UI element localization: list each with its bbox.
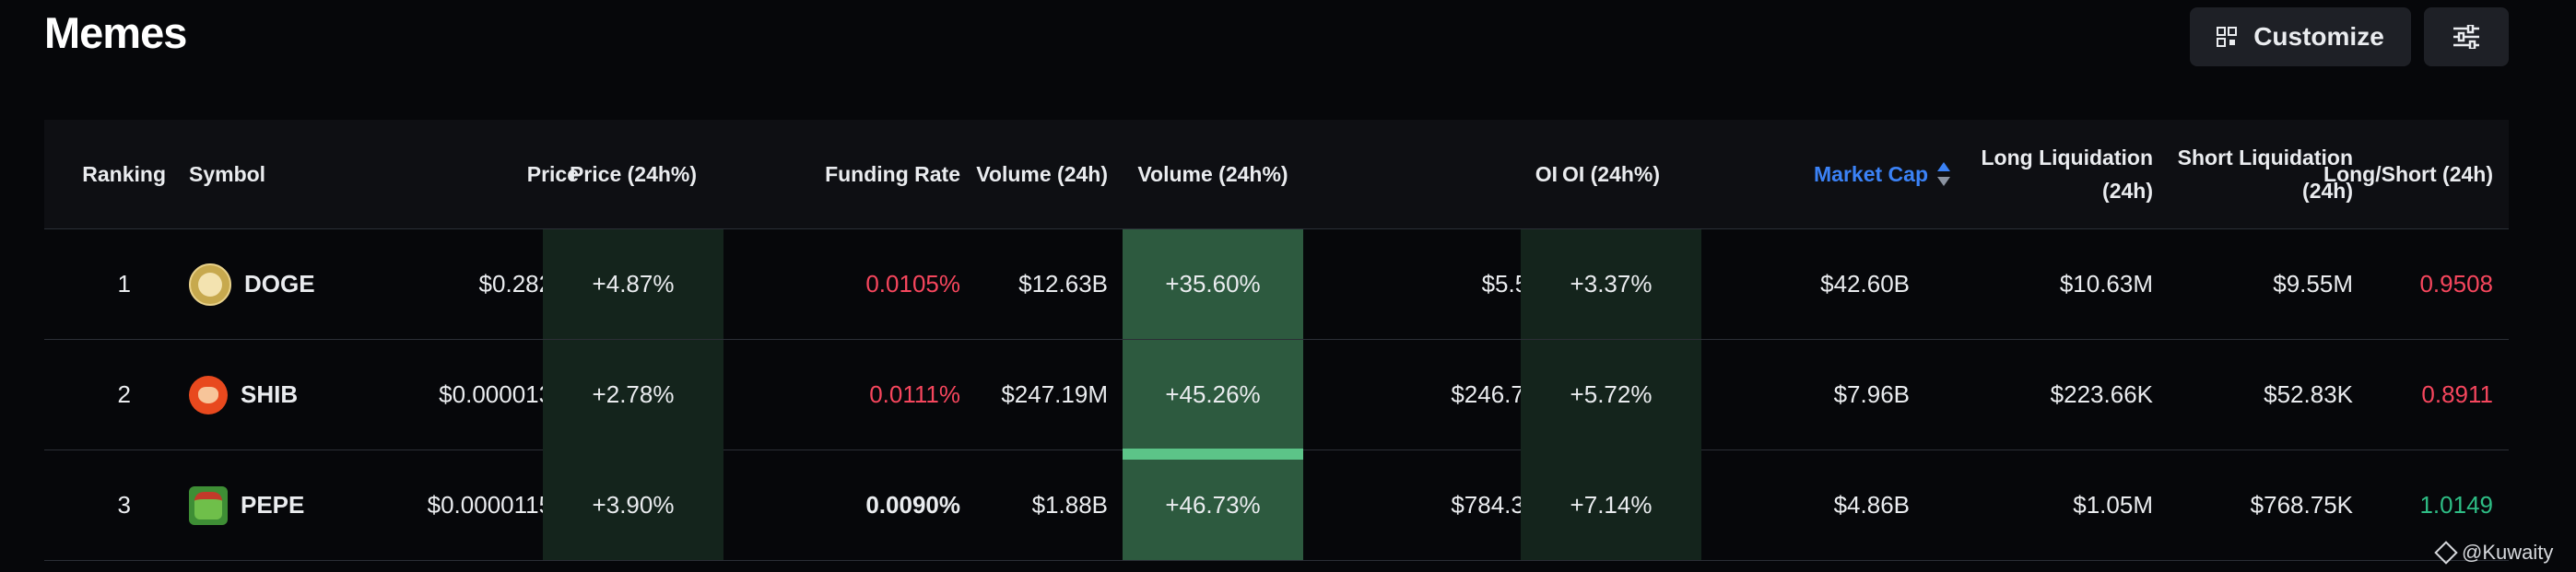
table-header: Ranking Symbol Price Price (24h%) Fundin…: [44, 120, 2509, 229]
symbol-cell[interactable]: SHIB: [189, 340, 373, 449]
volume-pct: +35.60%: [1123, 229, 1303, 339]
long-short: 1.0149: [2419, 491, 2493, 519]
header-volume-24h-pct[interactable]: Volume (24h%): [1137, 162, 1288, 186]
oi-24h: +5.72%: [1521, 340, 1701, 449]
symbol-cell[interactable]: DOGE: [189, 229, 373, 339]
short-liq-line2: (24h): [2302, 179, 2353, 203]
long-liq-line2: (24h): [2102, 179, 2153, 203]
oi-24h: +3.37%: [1521, 229, 1701, 339]
rank: 1: [117, 270, 131, 298]
header-volume-24h[interactable]: Volume (24h): [976, 162, 1108, 186]
header-funding-rate[interactable]: Funding Rate: [825, 162, 960, 186]
header-price-24h[interactable]: Price (24h%): [569, 162, 698, 186]
header-long-liquidation[interactable]: Long Liquidation (24h): [1948, 120, 2153, 228]
volume: $12.63B: [1018, 270, 1108, 298]
oi: $246.74M: [1451, 380, 1558, 408]
price-24h: +2.78%: [543, 340, 723, 449]
header-oi[interactable]: OI: [1535, 162, 1558, 186]
symbol: DOGE: [244, 270, 315, 298]
short-liquidation: $9.55M: [2273, 270, 2353, 298]
rank: 2: [117, 380, 131, 408]
pepe-icon: [189, 485, 228, 525]
long-liquidation: $10.63M: [2059, 270, 2153, 298]
watermark-text: @Kuwaity: [2462, 541, 2554, 564]
long-liq-line1: Long Liquidation: [1981, 146, 2153, 169]
diamond-icon: [2434, 541, 2458, 565]
rank: 3: [117, 491, 131, 519]
market-cap-label: Market Cap: [1814, 162, 1928, 186]
table-row[interactable]: 2 SHIB $0.00001354 +2.78% 0.0111% $247.1…: [44, 340, 2509, 450]
symbol-cell[interactable]: PEPE: [189, 450, 373, 560]
long-liquidation: $1.05M: [2073, 491, 2153, 519]
oi: $5.55B: [1481, 270, 1558, 298]
market-cap: $7.96B: [1833, 380, 1910, 408]
header-price[interactable]: Price: [526, 162, 579, 186]
volume: $1.88B: [1031, 491, 1108, 519]
market-cap: $4.86B: [1833, 491, 1910, 519]
header-oi-24h[interactable]: OI (24h%): [1561, 162, 1661, 186]
oi: $784.35M: [1451, 491, 1558, 519]
volume-pct: +46.73%: [1123, 450, 1303, 560]
long-short: 0.9508: [2419, 270, 2493, 298]
short-liquidation: $52.83K: [2264, 380, 2353, 408]
funding-rate: 0.0090%: [865, 491, 960, 519]
symbol: PEPE: [241, 491, 305, 519]
price-24h: +4.87%: [543, 229, 723, 339]
funding-rate: 0.0111%: [869, 380, 960, 408]
watermark: @Kuwaity: [2434, 541, 2576, 565]
customize-button[interactable]: Customize: [2190, 7, 2411, 66]
funding-rate: 0.0105%: [865, 270, 960, 298]
page-title: Memes: [44, 8, 187, 57]
long-liquidation: $223.66K: [2050, 380, 2153, 408]
oi-24h: +7.14%: [1521, 450, 1701, 560]
header-short-liquidation[interactable]: Short Liquidation (24h): [2153, 120, 2353, 228]
header-ranking[interactable]: Ranking: [82, 162, 166, 186]
short-liquidation: $768.75K: [2250, 491, 2353, 519]
volume-pct: +45.26%: [1123, 340, 1303, 449]
header-symbol[interactable]: Symbol: [189, 162, 266, 186]
short-liq-line1: Short Liquidation: [2177, 146, 2353, 169]
filter-button[interactable]: [2424, 7, 2509, 66]
doge-icon: [189, 263, 231, 306]
price-24h: +3.90%: [543, 450, 723, 560]
sort-icon: [1937, 162, 1950, 186]
table-row[interactable]: 3 PEPE $0.000011583 +3.90% 0.0090% $1.88…: [44, 450, 2509, 561]
next-row-partial: [44, 449, 2509, 460]
symbol: SHIB: [241, 380, 299, 408]
header-long-short[interactable]: Long/Short (24h): [2323, 162, 2493, 186]
market-cap: $42.60B: [1820, 270, 1910, 298]
long-short: 0.8911: [2421, 380, 2493, 408]
table-row[interactable]: 1 DOGE $0.28217 +4.87% 0.0105% $12.63B +…: [44, 229, 2509, 340]
shib-icon: [189, 375, 228, 414]
grid-icon: [2217, 27, 2238, 47]
customize-label: Customize: [2253, 22, 2384, 51]
sliders-icon: [2453, 25, 2479, 49]
volume: $247.19M: [1001, 380, 1108, 408]
header-market-cap[interactable]: Market Cap: [1701, 120, 1950, 228]
market-table: Ranking Symbol Price Price (24h%) Fundin…: [44, 120, 2509, 561]
